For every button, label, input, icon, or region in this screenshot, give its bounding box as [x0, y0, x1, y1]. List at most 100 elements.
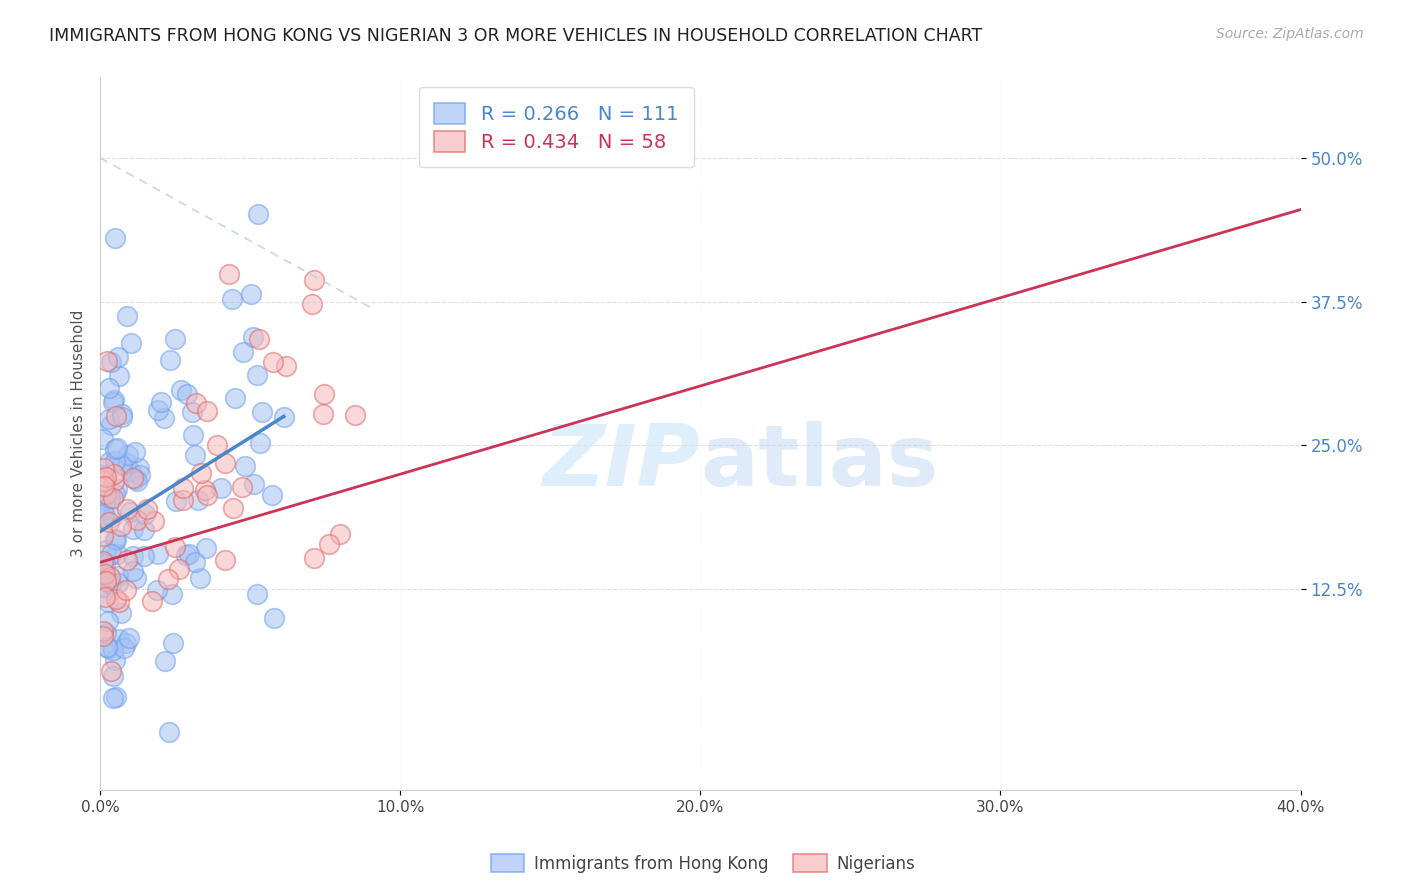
Point: [93, 590, 115, 604]
Point: [96, 487, 118, 501]
Point: [190, 466, 212, 480]
Point: [118, 505, 141, 519]
Point: [101, 491, 124, 506]
Point: [263, 611, 285, 625]
Point: [141, 594, 163, 608]
Point: [180, 404, 202, 418]
Point: [103, 653, 125, 667]
Point: [188, 571, 211, 585]
Point: [96, 574, 118, 589]
Point: [93, 460, 115, 475]
Point: [94, 558, 117, 572]
Point: [207, 438, 229, 452]
Point: [118, 631, 141, 645]
Point: [104, 231, 127, 245]
Point: [93, 507, 115, 521]
Point: [250, 405, 273, 419]
Point: [153, 654, 176, 668]
Point: [143, 514, 166, 528]
Point: [93, 479, 115, 493]
Point: [91, 556, 114, 570]
Point: [195, 541, 218, 555]
Point: [231, 480, 253, 494]
Text: atlas: atlas: [700, 421, 939, 504]
Point: [153, 410, 176, 425]
Point: [136, 501, 159, 516]
Point: [165, 494, 187, 508]
Point: [169, 562, 191, 576]
Point: [273, 409, 295, 424]
Point: [156, 572, 179, 586]
Point: [121, 549, 143, 563]
Point: [195, 488, 218, 502]
Point: [184, 555, 207, 569]
Point: [187, 492, 209, 507]
Point: [107, 569, 129, 583]
Point: [94, 567, 117, 582]
Point: [262, 488, 284, 502]
Point: [312, 387, 335, 401]
Point: [329, 527, 352, 541]
Point: [218, 267, 240, 281]
Point: [124, 472, 146, 486]
Point: [129, 467, 152, 482]
Point: [104, 487, 127, 501]
Point: [111, 458, 134, 472]
Point: [100, 355, 122, 369]
Point: [105, 547, 128, 561]
Point: [108, 595, 131, 609]
Point: [91, 565, 114, 579]
Point: [149, 395, 172, 409]
Point: [247, 333, 270, 347]
Point: [115, 309, 138, 323]
Point: [115, 553, 138, 567]
Point: [96, 493, 118, 508]
Point: [169, 384, 191, 398]
Point: [312, 407, 335, 421]
Point: [172, 481, 194, 495]
Point: [318, 537, 340, 551]
Point: [91, 433, 114, 447]
Point: [100, 491, 122, 505]
Point: [195, 404, 218, 418]
Point: [177, 547, 200, 561]
Point: [103, 474, 125, 488]
Point: [134, 508, 156, 522]
Point: [105, 409, 128, 423]
Y-axis label: 3 or more Vehicles in Household: 3 or more Vehicles in Household: [72, 310, 86, 558]
Point: [302, 273, 325, 287]
Point: [111, 408, 134, 422]
Point: [103, 467, 125, 481]
Point: [162, 636, 184, 650]
Point: [110, 606, 132, 620]
Point: [115, 636, 138, 650]
Point: [160, 587, 183, 601]
Point: [94, 626, 117, 640]
Point: [91, 571, 114, 585]
Point: [100, 577, 122, 591]
Point: [224, 391, 246, 405]
Point: [117, 501, 139, 516]
Point: [98, 381, 121, 395]
Point: [222, 501, 245, 516]
Point: [214, 553, 236, 567]
Text: IMMIGRANTS FROM HONG KONG VS NIGERIAN 3 OR MORE VEHICLES IN HOUSEHOLD CORRELATIO: IMMIGRANTS FROM HONG KONG VS NIGERIAN 3 …: [49, 27, 983, 45]
Point: [98, 569, 121, 583]
Point: [242, 330, 264, 344]
Point: [105, 591, 128, 606]
Point: [127, 513, 149, 527]
Point: [232, 344, 254, 359]
Point: [186, 396, 208, 410]
Point: [146, 547, 169, 561]
Point: [243, 476, 266, 491]
Point: [100, 547, 122, 561]
Point: [91, 554, 114, 568]
Point: [121, 564, 143, 578]
Point: [214, 456, 236, 470]
Point: [105, 442, 128, 456]
Legend: R = 0.266   N = 111, R = 0.434   N = 58: R = 0.266 N = 111, R = 0.434 N = 58: [419, 87, 695, 168]
Point: [91, 510, 114, 524]
Point: [98, 455, 121, 469]
Point: [344, 409, 367, 423]
Point: [110, 519, 132, 533]
